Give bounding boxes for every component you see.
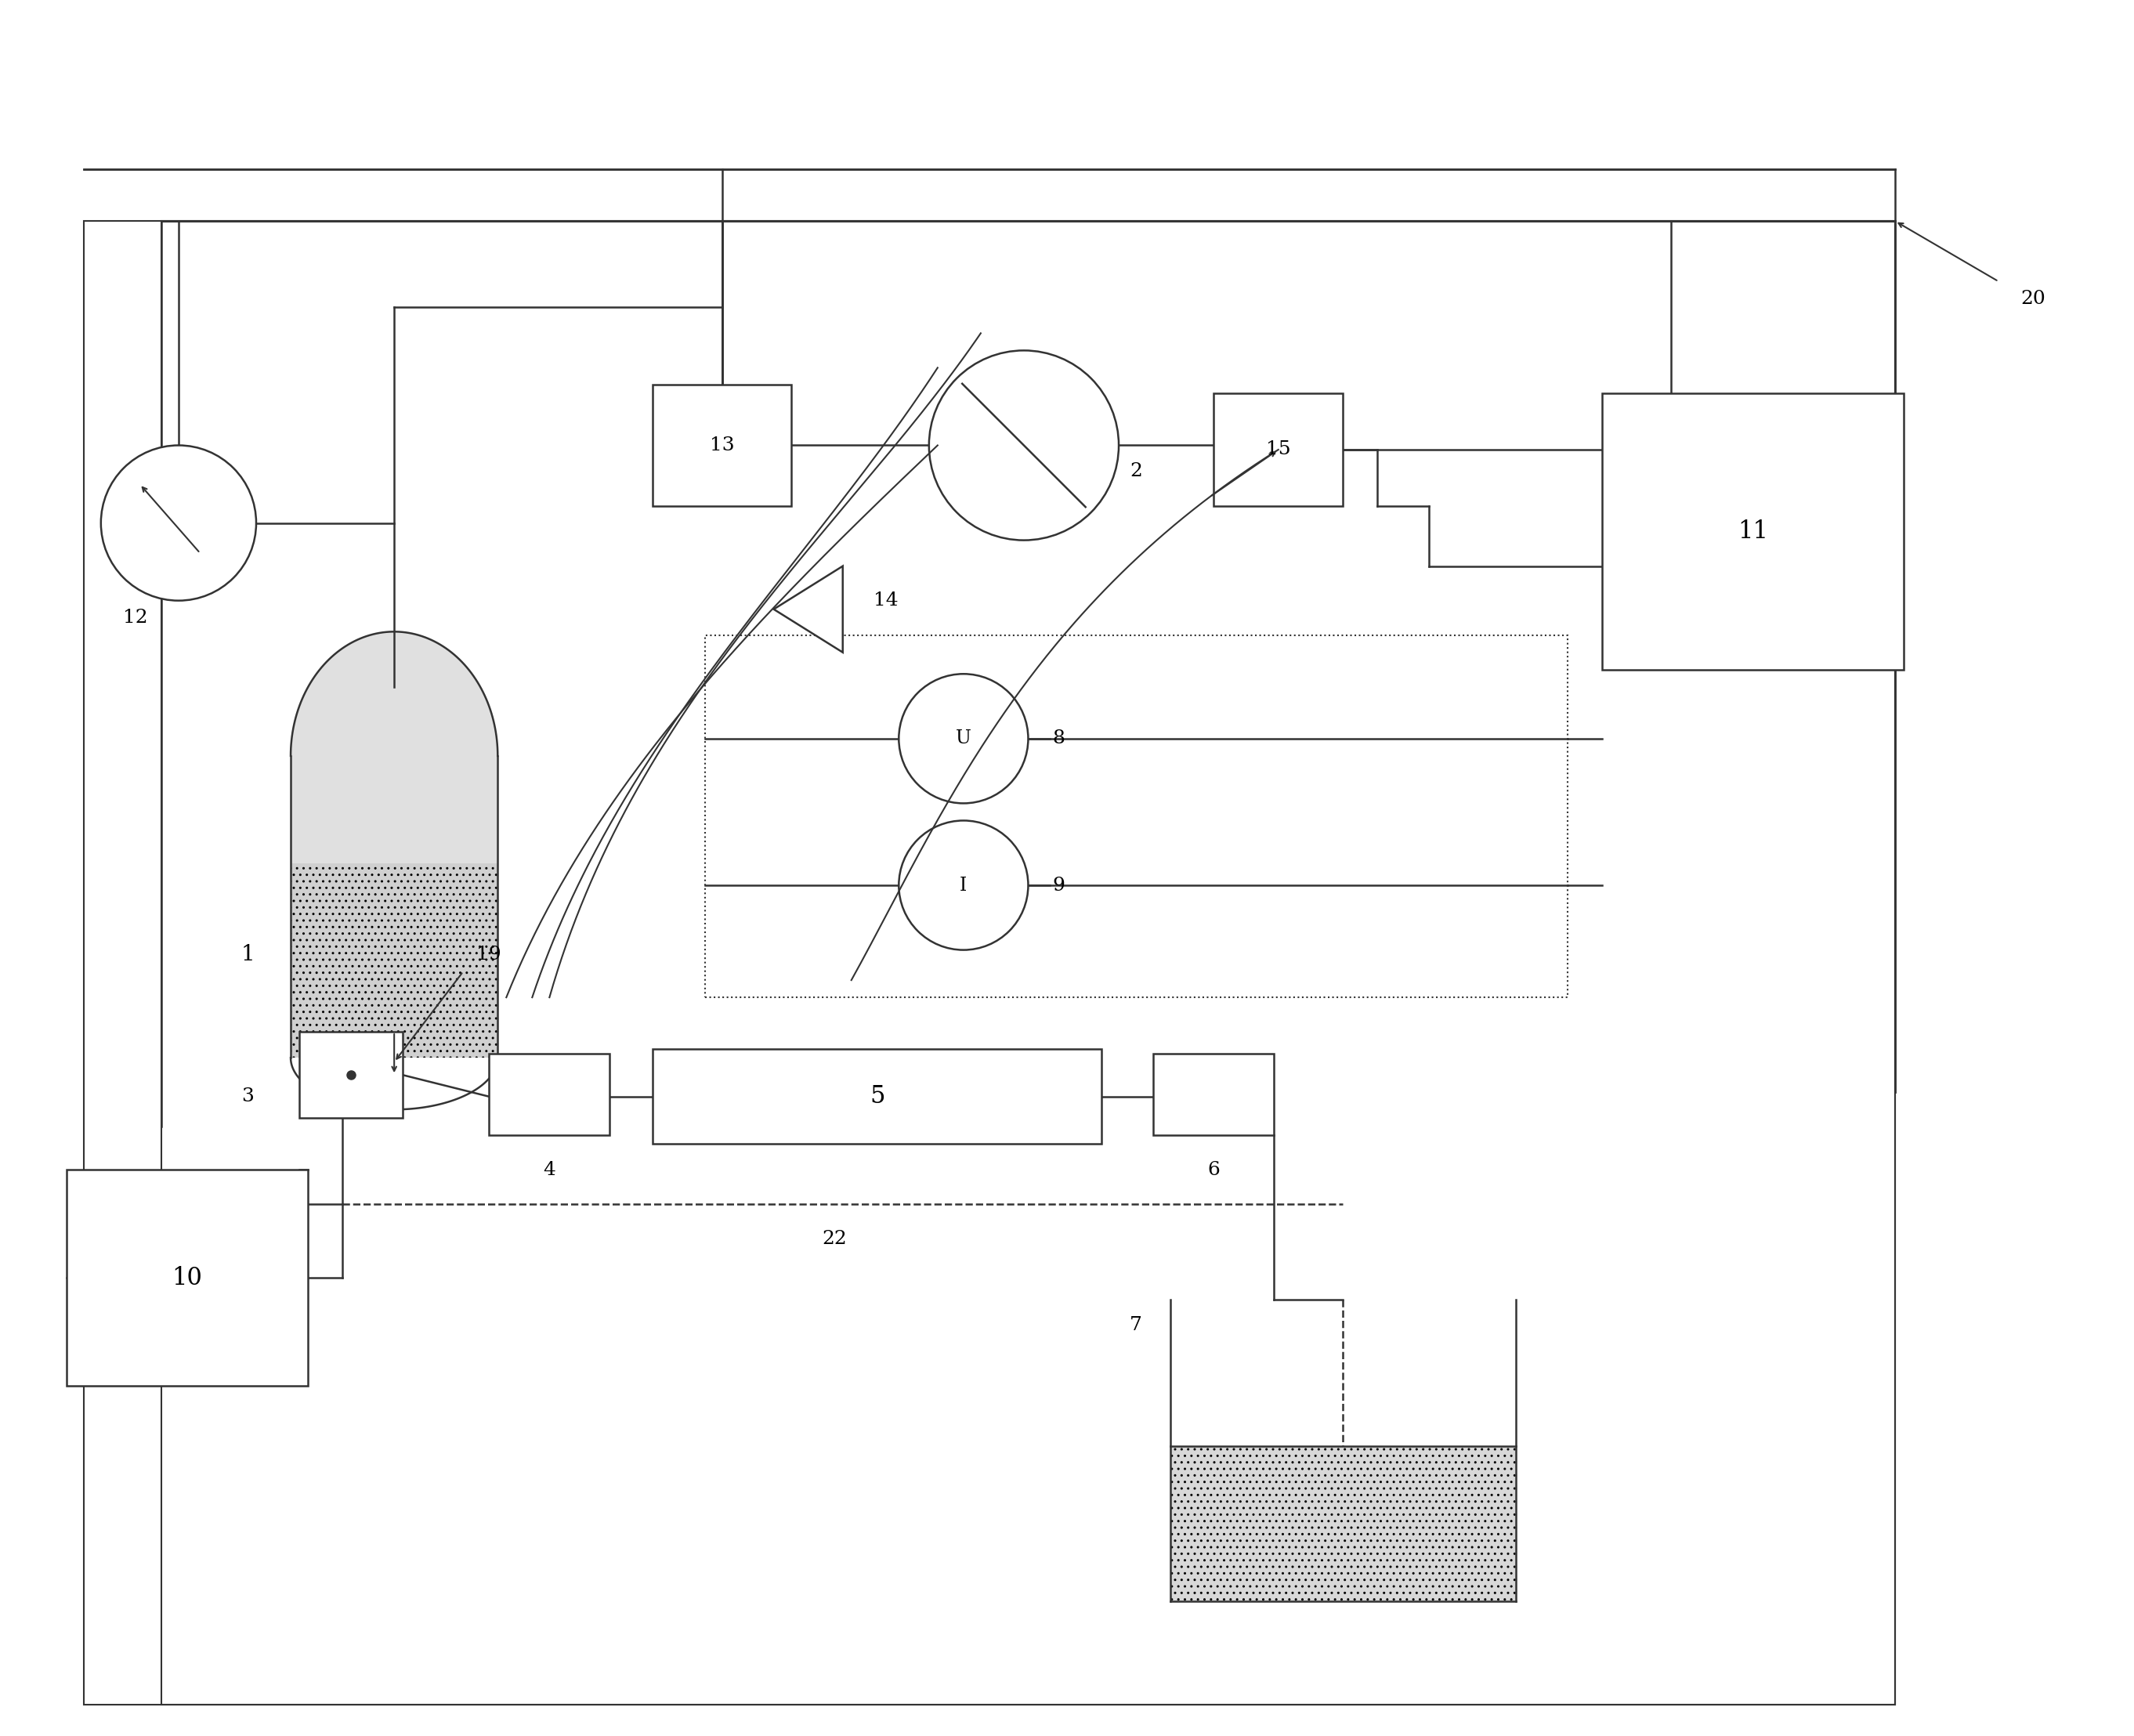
- Text: 11: 11: [1737, 519, 1769, 543]
- Bar: [290, 755, 497, 1057]
- Bar: [1214, 394, 1342, 505]
- Text: 5: 5: [869, 1085, 886, 1109]
- Text: 9: 9: [1052, 877, 1065, 894]
- Bar: [1603, 394, 1904, 670]
- Text: 8: 8: [1052, 729, 1065, 748]
- Bar: [162, 220, 1895, 1705]
- Text: I: I: [960, 877, 967, 894]
- Polygon shape: [290, 632, 497, 755]
- Bar: [83, 220, 1895, 1705]
- Text: 2: 2: [1129, 462, 1142, 481]
- Text: 22: 22: [822, 1229, 847, 1248]
- Text: 15: 15: [1265, 441, 1291, 458]
- Text: 19: 19: [476, 944, 501, 963]
- Bar: [299, 1031, 403, 1118]
- Text: 13: 13: [711, 436, 734, 455]
- Circle shape: [898, 674, 1029, 804]
- Text: 14: 14: [873, 592, 898, 609]
- Bar: [66, 1170, 307, 1385]
- Bar: [653, 1049, 1101, 1144]
- Bar: [1172, 1446, 1515, 1601]
- Text: 7: 7: [1129, 1316, 1142, 1335]
- Bar: [653, 385, 792, 505]
- Text: 4: 4: [544, 1161, 555, 1179]
- Text: 12: 12: [124, 609, 147, 627]
- Bar: [290, 865, 497, 1057]
- Text: U: U: [956, 729, 971, 748]
- Text: 3: 3: [241, 1087, 254, 1106]
- Circle shape: [100, 446, 256, 601]
- Polygon shape: [290, 1057, 497, 1109]
- Bar: [1152, 1054, 1274, 1135]
- Circle shape: [928, 351, 1118, 540]
- Bar: [489, 1054, 610, 1135]
- Text: 20: 20: [2021, 290, 2047, 307]
- Text: 6: 6: [1208, 1161, 1221, 1179]
- Bar: [704, 635, 1566, 998]
- Polygon shape: [775, 566, 843, 653]
- Text: 1: 1: [241, 944, 254, 965]
- Circle shape: [898, 821, 1029, 950]
- Text: 10: 10: [173, 1266, 203, 1290]
